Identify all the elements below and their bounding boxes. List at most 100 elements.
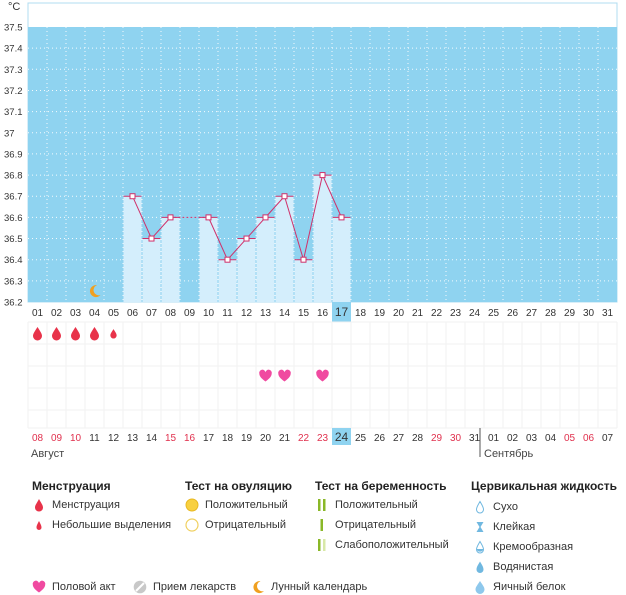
calendar-date-label: 22 (298, 433, 310, 444)
temperature-line-segment (322, 174, 342, 218)
temperature-bar (218, 259, 237, 302)
temperature-chart: °C 36.2 36.3 36.4 36.5 36.6 36.7 36.8 36.9 37 37.1… (4, 1, 618, 460)
heart-icon (316, 369, 329, 382)
calendar-date-label: 02 (507, 433, 519, 444)
legend-label: Водянистая (493, 561, 554, 573)
calendar-date-label: 09 (51, 433, 63, 444)
calendar-date-label: 05 (564, 433, 576, 444)
calendar-date-label: 08 (32, 433, 44, 444)
calendar-date-label: 07 (602, 433, 614, 444)
moon-icon (253, 581, 264, 594)
creamy-drop-icon (475, 540, 485, 554)
heart-shape (316, 369, 329, 382)
cycle-day-label: 30 (583, 308, 595, 319)
cycle-day-label: 31 (602, 308, 614, 319)
temperature-line-segment (265, 195, 285, 218)
calendar-date-label: 21 (279, 433, 291, 444)
month-label-right: Сентябрь (484, 448, 534, 460)
calendar-date-label: 25 (355, 433, 367, 444)
calendar-date-label: 26 (374, 433, 386, 444)
legend-ovulation-title: Тест на овуляцию (185, 479, 292, 493)
cycle-day-label: 17 (335, 305, 349, 319)
eggwhite-drop-icon (475, 581, 485, 594)
cycle-day-label: 20 (393, 308, 405, 319)
empty-drop-icon (475, 500, 485, 514)
calendar-date-label: 15 (165, 433, 177, 444)
legend-light-discharge-item: Небольшие выделения (32, 518, 171, 532)
cycle-day-label: 08 (165, 308, 177, 319)
heart-icon (32, 580, 46, 593)
temperature-bar (275, 196, 294, 302)
calendar-date-label: 10 (70, 433, 82, 444)
legend-ovulation-negative-item: Отрицательный (185, 518, 286, 532)
hourglass-drop-icon (476, 522, 484, 532)
y-tick-label: 37.4 (4, 44, 23, 55)
cycle-day-label: 13 (260, 308, 272, 319)
temperature-point (243, 235, 250, 242)
pill-icon (133, 580, 147, 594)
legend-intercourse-item: Половой акт (32, 580, 116, 594)
y-tick-label: 36.2 (4, 298, 23, 309)
legend-label: Яичный белок (493, 581, 566, 593)
heart-shape (259, 369, 272, 382)
temperature-point (205, 214, 212, 221)
temperature-line-segment (303, 174, 323, 260)
cycle-day-label: 25 (488, 308, 500, 319)
temperature-line-segment (246, 217, 266, 239)
legend-label: Клейкая (493, 521, 536, 533)
legend-moon-item: Лунный календарь (251, 580, 367, 594)
calendar-date-label: 31 (469, 433, 481, 444)
cycle-day-label: 27 (526, 308, 538, 319)
legend-cervical-eggwhite-item: Яичный белок (473, 580, 565, 594)
temperature-bar (161, 217, 180, 302)
cycle-day-label: 16 (317, 308, 329, 319)
temperature-bar (332, 217, 351, 302)
drop-shape (33, 327, 42, 341)
legend-pregnancy-negative-item: Отрицательный (315, 518, 416, 532)
legend-menstruation-item: Менструация (32, 498, 120, 512)
cycle-day-label: 02 (51, 308, 63, 319)
current-day-highlight (332, 302, 351, 322)
temperature-point (319, 172, 326, 179)
legend-label: Отрицательный (205, 519, 286, 531)
y-tick-label: 37.2 (4, 86, 23, 97)
calendar-date-label: 27 (393, 433, 405, 444)
legend-pregnancy-weak-item: Слабоположительный (315, 538, 449, 552)
temperature-bar (199, 217, 218, 302)
y-tick-label: 37.3 (4, 65, 23, 76)
drop-shape (71, 327, 80, 341)
menstruation-drop-icon (52, 327, 61, 341)
legend-label: Слабоположительный (335, 539, 449, 551)
temperature-point (281, 193, 288, 200)
calendar-date-label: 20 (260, 433, 272, 444)
calendar-date-label: 30 (450, 433, 462, 444)
calendar-date-label: 28 (412, 433, 424, 444)
legend-cervical-creamy-item: Кремообразная (473, 540, 573, 554)
temperature-point (148, 235, 155, 242)
y-tick-label: 36.7 (4, 192, 23, 203)
y-tick-label: 36.8 (4, 171, 23, 182)
y-tick-label: 36.3 (4, 276, 23, 287)
drop-shape (90, 327, 99, 341)
yellow-circle-icon (185, 498, 199, 512)
legend-label: Кремообразная (493, 541, 574, 553)
y-tick-label: 37.5 (4, 23, 23, 34)
outline-circle-icon (185, 518, 199, 532)
drop-shape (110, 329, 117, 339)
calendar-date-label: 13 (127, 433, 139, 444)
legend-label: Положительный (335, 499, 418, 511)
legend-cervical-sticky-item: Клейкая (473, 520, 535, 534)
y-tick-label: 36.5 (4, 234, 23, 245)
cycle-day-label: 14 (279, 308, 291, 319)
calendar-date-label: 01 (488, 433, 500, 444)
cycle-day-label: 05 (108, 308, 120, 319)
month-label-left: Август (31, 448, 64, 460)
calendar-date-label: 14 (146, 433, 158, 444)
calendar-date-label: 12 (108, 433, 120, 444)
legend-label: Половой акт (52, 581, 116, 593)
legend-label: Положительный (205, 499, 288, 511)
calendar-date-label: 04 (545, 433, 557, 444)
y-tick-label: 36.6 (4, 213, 23, 224)
legend-label: Отрицательный (335, 519, 416, 531)
cycle-day-label: 06 (127, 308, 139, 319)
